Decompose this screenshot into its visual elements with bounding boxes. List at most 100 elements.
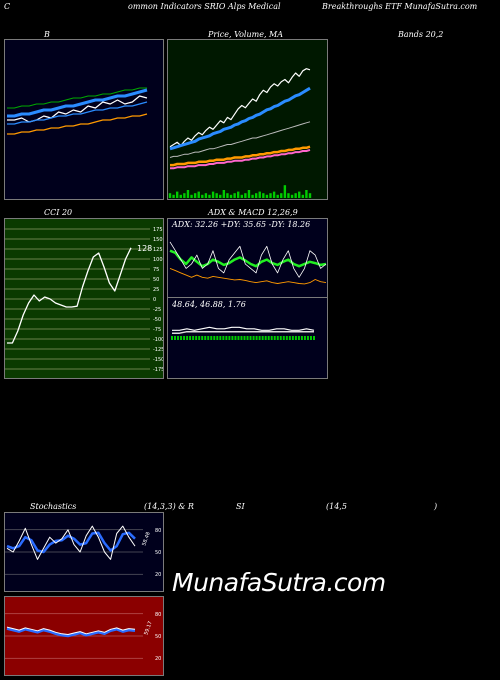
macd-histogram-bar (240, 336, 243, 340)
macd-histogram-bar (210, 336, 213, 340)
macd-histogram-bar (243, 336, 246, 340)
volume-bar (226, 193, 229, 198)
volume-bar (219, 194, 222, 198)
volume-bar (247, 190, 251, 198)
rsi-tick-label: 20 (155, 656, 161, 662)
stoch-tick-label: 80 (155, 528, 161, 534)
macd-histogram-bar (234, 336, 237, 340)
macd-histogram-bar (309, 336, 312, 340)
macd-histogram-bar (207, 336, 210, 340)
stoch-k-line (6, 525, 136, 560)
macd-histogram-bar (219, 336, 222, 340)
adx-line (169, 249, 327, 268)
rsi-tick-label: 50 (155, 634, 161, 640)
volume-bar (269, 193, 272, 198)
bb-middle-band (7, 88, 148, 118)
macd-histogram-bar (195, 336, 198, 340)
volume-bar (258, 191, 261, 198)
rsi-line (6, 626, 136, 635)
macd-line (172, 326, 315, 331)
macd-histogram-bar (201, 336, 204, 340)
title-rsi-close: ) (434, 502, 438, 511)
header-c: C (4, 2, 11, 11)
macd-histogram-bar (189, 336, 192, 340)
macd-histogram-bar (264, 336, 267, 340)
macd-histogram-bar (198, 336, 201, 340)
macd-signal-line (172, 330, 314, 334)
macd-histogram-bar (273, 336, 276, 340)
title-rsi-params: (14,5 (326, 502, 347, 511)
stoch-tick-label: 20 (155, 572, 161, 578)
volume-bar (208, 194, 211, 198)
ma-pink-line (170, 148, 311, 170)
macd-histogram-bar (306, 336, 309, 340)
macd-histogram-bar (291, 336, 294, 340)
macd-histogram-bar (186, 336, 189, 340)
rsi-panel: 80 50 20 59.17 (4, 596, 164, 676)
adx-chart (169, 241, 327, 285)
price-ma-panel (167, 39, 328, 200)
volume-bar (229, 194, 233, 198)
header-title: ommon Indicators SRIO Alps Medical (128, 2, 281, 11)
macd-histogram-bar (282, 336, 285, 340)
volume-bar (237, 191, 240, 198)
volume-bar (172, 194, 175, 198)
cci-tick-label: -25 (153, 307, 161, 313)
cci-tick-label: 100 (153, 257, 163, 263)
macd-panel: 48.64, 46.88, 1.76 (167, 297, 328, 379)
macd-histogram-bar (228, 336, 231, 340)
volume-bar (222, 190, 226, 198)
volume-bar (168, 193, 172, 198)
macd-histogram-bar (237, 336, 240, 340)
macd-histogram-bar (285, 336, 288, 340)
volume-bar (262, 193, 265, 198)
header-site: Breakthroughs ETF MunafaSutra.com (322, 2, 478, 11)
macd-histogram-bar (204, 336, 207, 340)
volume-bar (272, 191, 276, 198)
cci-tick-label: 50 (153, 277, 159, 283)
macd-histogram-bar (294, 336, 297, 340)
macd-histogram-bar (279, 336, 282, 340)
volume-bar (233, 193, 236, 198)
title-cci: CCI 20 (44, 208, 73, 217)
volume-bar (251, 194, 254, 198)
macd-histogram-bar (276, 336, 279, 340)
volume-bar (308, 193, 312, 198)
cci-tick-label: 175 (153, 227, 163, 233)
cci-tick-label: -50 (153, 317, 161, 323)
macd-histogram-bar (261, 336, 264, 340)
volume-bar (305, 190, 308, 198)
title-rsi-si: SI (236, 502, 245, 511)
cci-panel: 175 150 125 100 75 50 25 0 -25 -50 -75 -100 -125 -150… (4, 218, 164, 379)
macd-histogram-bar (225, 336, 228, 340)
bollinger-panel (4, 39, 164, 200)
adx-readout: ADX: 32.26 +DY: 35.65 -DY: 18.26 (172, 220, 311, 229)
stochastics-chart: 80 50 20 58.48 (5, 525, 161, 578)
cci-tick-label: 25 (153, 287, 159, 293)
volume-bar (183, 193, 186, 198)
minus-dy-line (169, 267, 327, 285)
bb-middle-band-2 (7, 101, 148, 125)
bb-upper-band (7, 87, 147, 109)
volume-bar (283, 185, 287, 198)
ma-orange-line-2 (170, 145, 311, 167)
volume-bar (204, 193, 208, 198)
volume-bar (298, 191, 301, 198)
macd-histogram-bar (267, 336, 270, 340)
title-stoch-params: (14,3,3) & R (144, 502, 194, 511)
cci-tick-label: -125 (153, 347, 163, 353)
rsi-last-value: 59.17 (143, 621, 154, 637)
watermark: MunafaSutra.com (172, 568, 386, 597)
macd-histogram-bar (258, 336, 261, 340)
cci-tick-label: 150 (153, 237, 163, 243)
volume-bar (190, 194, 193, 198)
price-ma-chart (168, 68, 312, 198)
cci-tick-label: 0 (153, 297, 156, 303)
macd-histogram-bar (183, 336, 186, 340)
volume-bar (276, 194, 279, 198)
macd-histogram-bar (174, 336, 177, 340)
title-price-ma: Price, Volume, MA (208, 30, 284, 39)
volume-bar (211, 191, 215, 198)
stoch-last-value: 58.48 (141, 531, 152, 547)
volume-bar (175, 191, 179, 198)
